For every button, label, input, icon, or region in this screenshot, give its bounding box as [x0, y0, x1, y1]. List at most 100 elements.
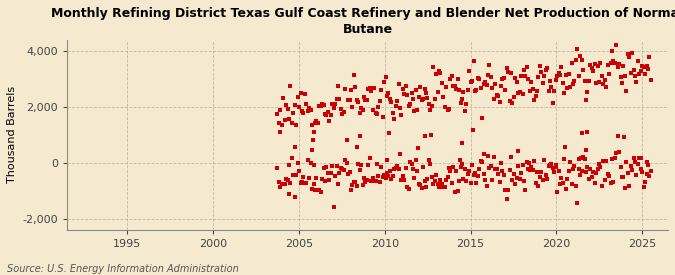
Point	[637, 169, 647, 174]
Point	[512, 80, 522, 84]
Point	[292, 94, 303, 99]
Point	[480, 80, 491, 84]
Point	[433, 69, 444, 73]
Point	[568, 167, 578, 171]
Point	[508, 171, 519, 176]
Point	[403, 187, 414, 191]
Point	[288, 111, 299, 115]
Point	[408, 166, 418, 171]
Point	[477, 160, 487, 164]
Point	[275, 108, 286, 112]
Point	[418, 165, 429, 169]
Point	[300, 181, 310, 185]
Point	[304, 175, 315, 180]
Point	[282, 107, 293, 111]
Point	[618, 64, 629, 68]
Point	[599, 177, 610, 182]
Point	[438, 185, 449, 189]
Point	[551, 190, 562, 195]
Point	[593, 80, 604, 85]
Point	[375, 180, 385, 184]
Point	[487, 178, 497, 183]
Point	[512, 176, 522, 180]
Point	[475, 159, 486, 163]
Point	[398, 87, 408, 92]
Point	[369, 178, 379, 183]
Point	[513, 91, 524, 95]
Point	[353, 100, 364, 104]
Point	[614, 150, 624, 154]
Point	[627, 51, 638, 55]
Point	[497, 169, 508, 173]
Point	[315, 104, 326, 109]
Point	[276, 123, 287, 127]
Point	[346, 188, 356, 192]
Point	[337, 167, 348, 172]
Point	[579, 79, 590, 84]
Point	[470, 171, 481, 175]
Point	[383, 91, 394, 95]
Point	[300, 92, 310, 96]
Point	[291, 123, 302, 127]
Point	[575, 54, 586, 58]
Point	[296, 180, 307, 185]
Point	[462, 88, 473, 92]
Point	[483, 166, 494, 170]
Point	[565, 85, 576, 90]
Point	[537, 81, 548, 85]
Point	[429, 97, 440, 101]
Point	[393, 81, 404, 86]
Point	[554, 71, 564, 75]
Point	[273, 120, 284, 125]
Point	[275, 130, 286, 134]
Point	[592, 64, 603, 68]
Point	[371, 162, 382, 167]
Point	[518, 178, 529, 183]
Point	[348, 180, 359, 184]
Point	[420, 133, 431, 138]
Point	[321, 113, 332, 117]
Point	[432, 90, 443, 94]
Point	[431, 72, 441, 76]
Point	[398, 174, 408, 178]
Point	[516, 74, 526, 79]
Point	[292, 160, 303, 165]
Point	[385, 169, 396, 174]
Point	[580, 147, 591, 152]
Point	[498, 76, 509, 80]
Point	[443, 166, 454, 170]
Point	[334, 97, 345, 101]
Point	[462, 172, 473, 176]
Point	[507, 177, 518, 182]
Point	[333, 182, 344, 186]
Point	[595, 164, 606, 169]
Point	[301, 102, 312, 106]
Point	[438, 94, 449, 99]
Point	[331, 97, 342, 101]
Point	[597, 184, 608, 188]
Point	[465, 181, 476, 185]
Point	[611, 43, 622, 48]
Point	[376, 165, 387, 169]
Point	[639, 65, 649, 69]
Y-axis label: Thousand Barrels: Thousand Barrels	[7, 86, 17, 183]
Point	[386, 177, 397, 181]
Point	[507, 100, 518, 105]
Point	[621, 160, 632, 164]
Point	[522, 65, 533, 70]
Point	[373, 105, 384, 109]
Point	[363, 87, 374, 92]
Point	[392, 164, 402, 168]
Point	[485, 163, 496, 168]
Point	[295, 91, 306, 96]
Point	[335, 165, 346, 170]
Point	[573, 166, 584, 171]
Point	[443, 107, 454, 111]
Point	[330, 102, 341, 106]
Point	[416, 98, 427, 102]
Point	[304, 106, 315, 111]
Point	[422, 96, 433, 100]
Point	[641, 63, 652, 68]
Point	[485, 75, 496, 79]
Point	[517, 163, 528, 167]
